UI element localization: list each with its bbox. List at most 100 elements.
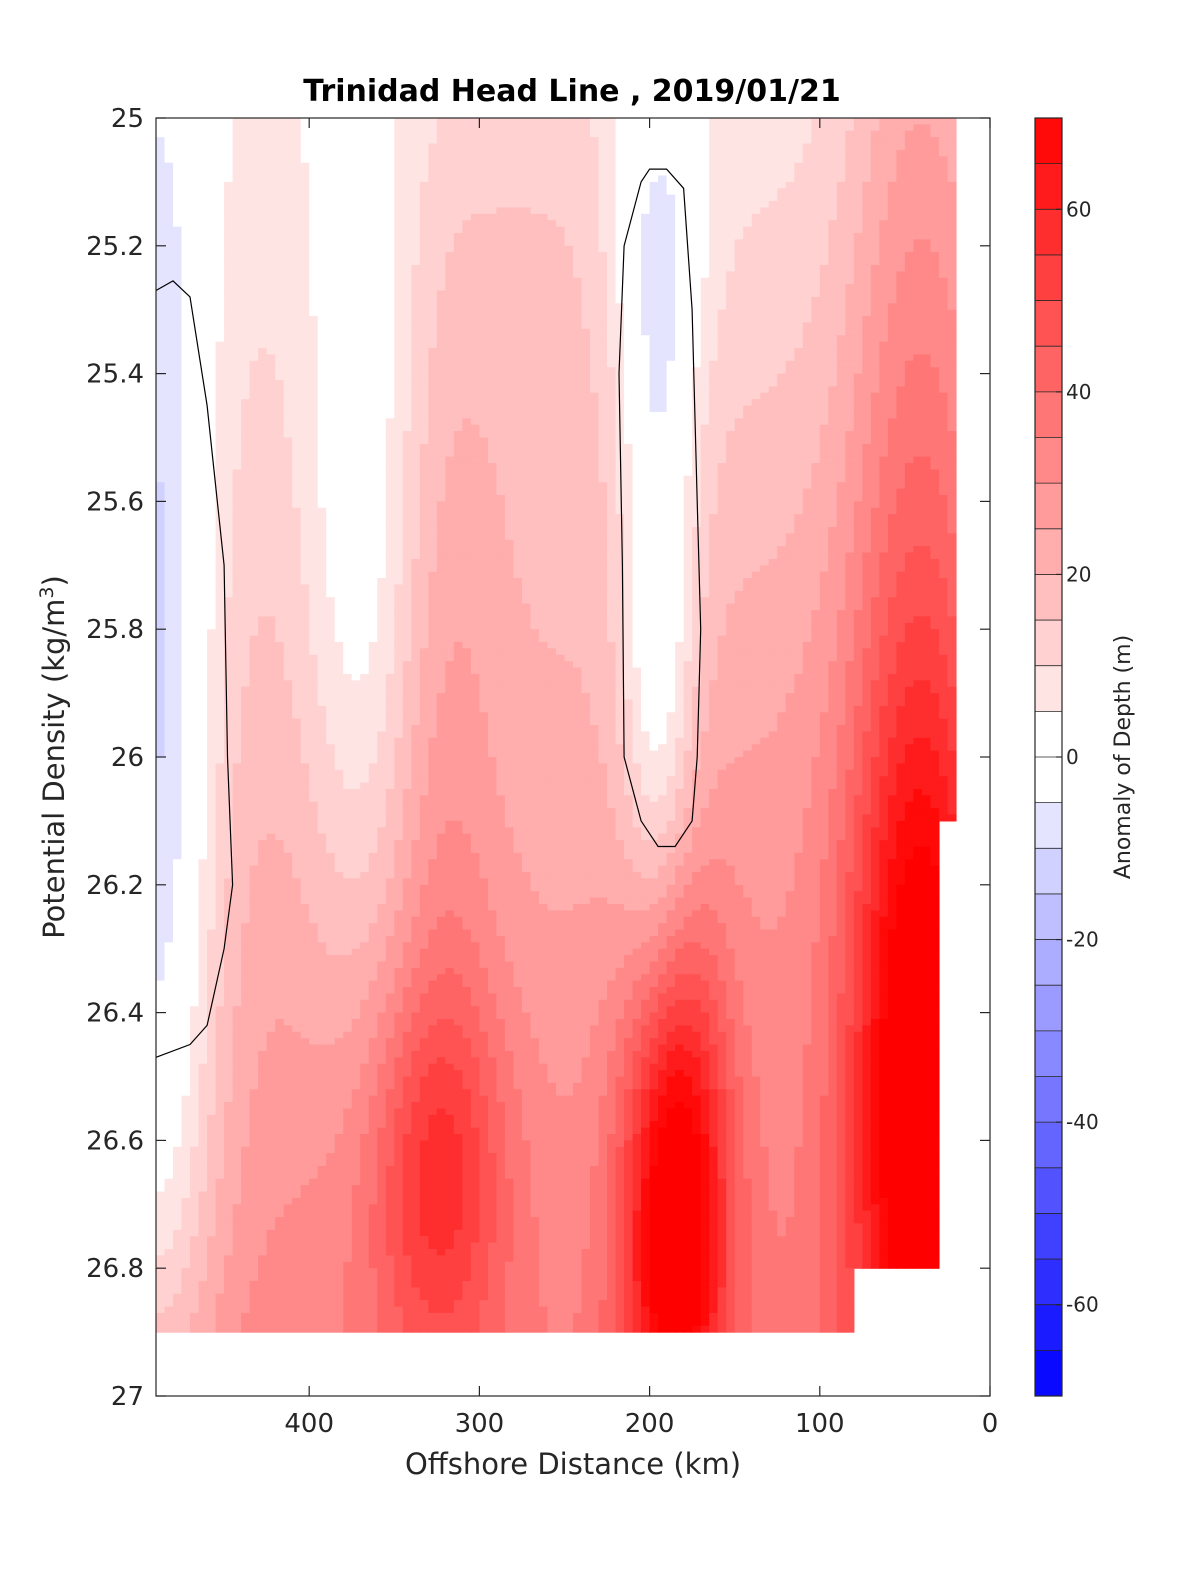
heatmap-cell [888,176,897,183]
heatmap-cell [377,176,386,183]
heatmap-cell [522,406,531,413]
heatmap-cell [726,252,735,259]
heatmap-cell [769,227,778,234]
heatmap-cell [335,259,344,266]
heatmap-cell [530,412,539,419]
heatmap-cell [377,297,386,304]
heatmap-cell [530,303,539,310]
heatmap-cell [803,156,812,163]
heatmap-cell [633,367,642,374]
heatmap-cell [692,201,701,208]
heatmap-cell [667,252,676,259]
heatmap-cell [360,303,369,310]
heatmap-cell [616,163,625,170]
heatmap-cell [199,431,208,438]
heatmap-cell [199,291,208,298]
heatmap-cell [156,163,165,170]
heatmap-cell [437,361,446,368]
heatmap-cell [820,176,829,183]
heatmap-cell [862,303,871,310]
heatmap-cell [445,393,454,400]
heatmap-cell [777,239,786,246]
heatmap-cell [862,380,871,387]
heatmap-cell [879,450,888,457]
heatmap-cell [369,412,378,419]
heatmap-cell [922,418,931,425]
heatmap-cell [403,156,412,163]
heatmap-cell [360,399,369,406]
heatmap-cell [207,348,216,355]
heatmap-cell [437,246,446,253]
heatmap-cell [718,335,727,342]
heatmap-cell [854,450,863,457]
heatmap-cell [224,278,233,285]
heatmap-cell [428,137,437,144]
heatmap-cell [913,188,922,195]
heatmap-cell [335,393,344,400]
heatmap-cell [403,259,412,266]
heatmap-cell [207,425,216,432]
heatmap-cell [462,367,471,374]
heatmap-cell [216,252,225,259]
heatmap-cell [837,393,846,400]
heatmap-cell [650,259,659,266]
heatmap-cell [454,246,463,253]
heatmap-cell [284,144,293,151]
heatmap-cell [386,310,395,317]
heatmap-cell [871,150,880,157]
heatmap-cell [369,144,378,151]
heatmap-cell [573,284,582,291]
heatmap-cell [913,195,922,202]
heatmap-cell [454,303,463,310]
heatmap-cell [939,418,948,425]
heatmap-cell [633,310,642,317]
heatmap-cell [573,412,582,419]
heatmap-cell [309,150,318,157]
heatmap-cell [505,444,514,451]
heatmap-cell [165,169,174,176]
heatmap-cell [930,156,939,163]
heatmap-cell [743,354,752,361]
heatmap-cell [811,201,820,208]
heatmap-cell [275,418,284,425]
heatmap-cell [573,361,582,368]
heatmap-cell [607,303,616,310]
heatmap-cell [547,118,556,125]
heatmap-cell [156,137,165,144]
heatmap-cell [420,322,429,329]
heatmap-cell [301,124,310,131]
heatmap-cell [309,367,318,374]
heatmap-cell [165,271,174,278]
heatmap-cell [947,329,956,336]
heatmap-cell [284,354,293,361]
heatmap-cell [488,150,497,157]
heatmap-cell [939,348,948,355]
heatmap-cell [607,374,616,381]
heatmap-cell [445,310,454,317]
heatmap-cell [182,195,191,202]
heatmap-cell [326,418,335,425]
heatmap-cell [488,195,497,202]
heatmap-cell [258,406,267,413]
heatmap-cell [556,412,565,419]
heatmap-cell [905,233,914,240]
heatmap-cell [862,438,871,445]
heatmap-cell [684,406,693,413]
heatmap-cell [726,118,735,125]
heatmap-cell [947,246,956,253]
heatmap-cell [854,195,863,202]
heatmap-cell [590,316,599,323]
heatmap-cell [820,450,829,457]
heatmap-cell [573,214,582,221]
heatmap-cell [743,348,752,355]
heatmap-cell [445,207,454,214]
heatmap-cell [173,348,182,355]
heatmap-cell [854,303,863,310]
heatmap-cell [547,361,556,368]
heatmap-cell [216,271,225,278]
heatmap-cell [913,297,922,304]
heatmap-cell [828,303,837,310]
heatmap-cell [530,335,539,342]
heatmap-cell [854,380,863,387]
heatmap-cell [607,150,616,157]
